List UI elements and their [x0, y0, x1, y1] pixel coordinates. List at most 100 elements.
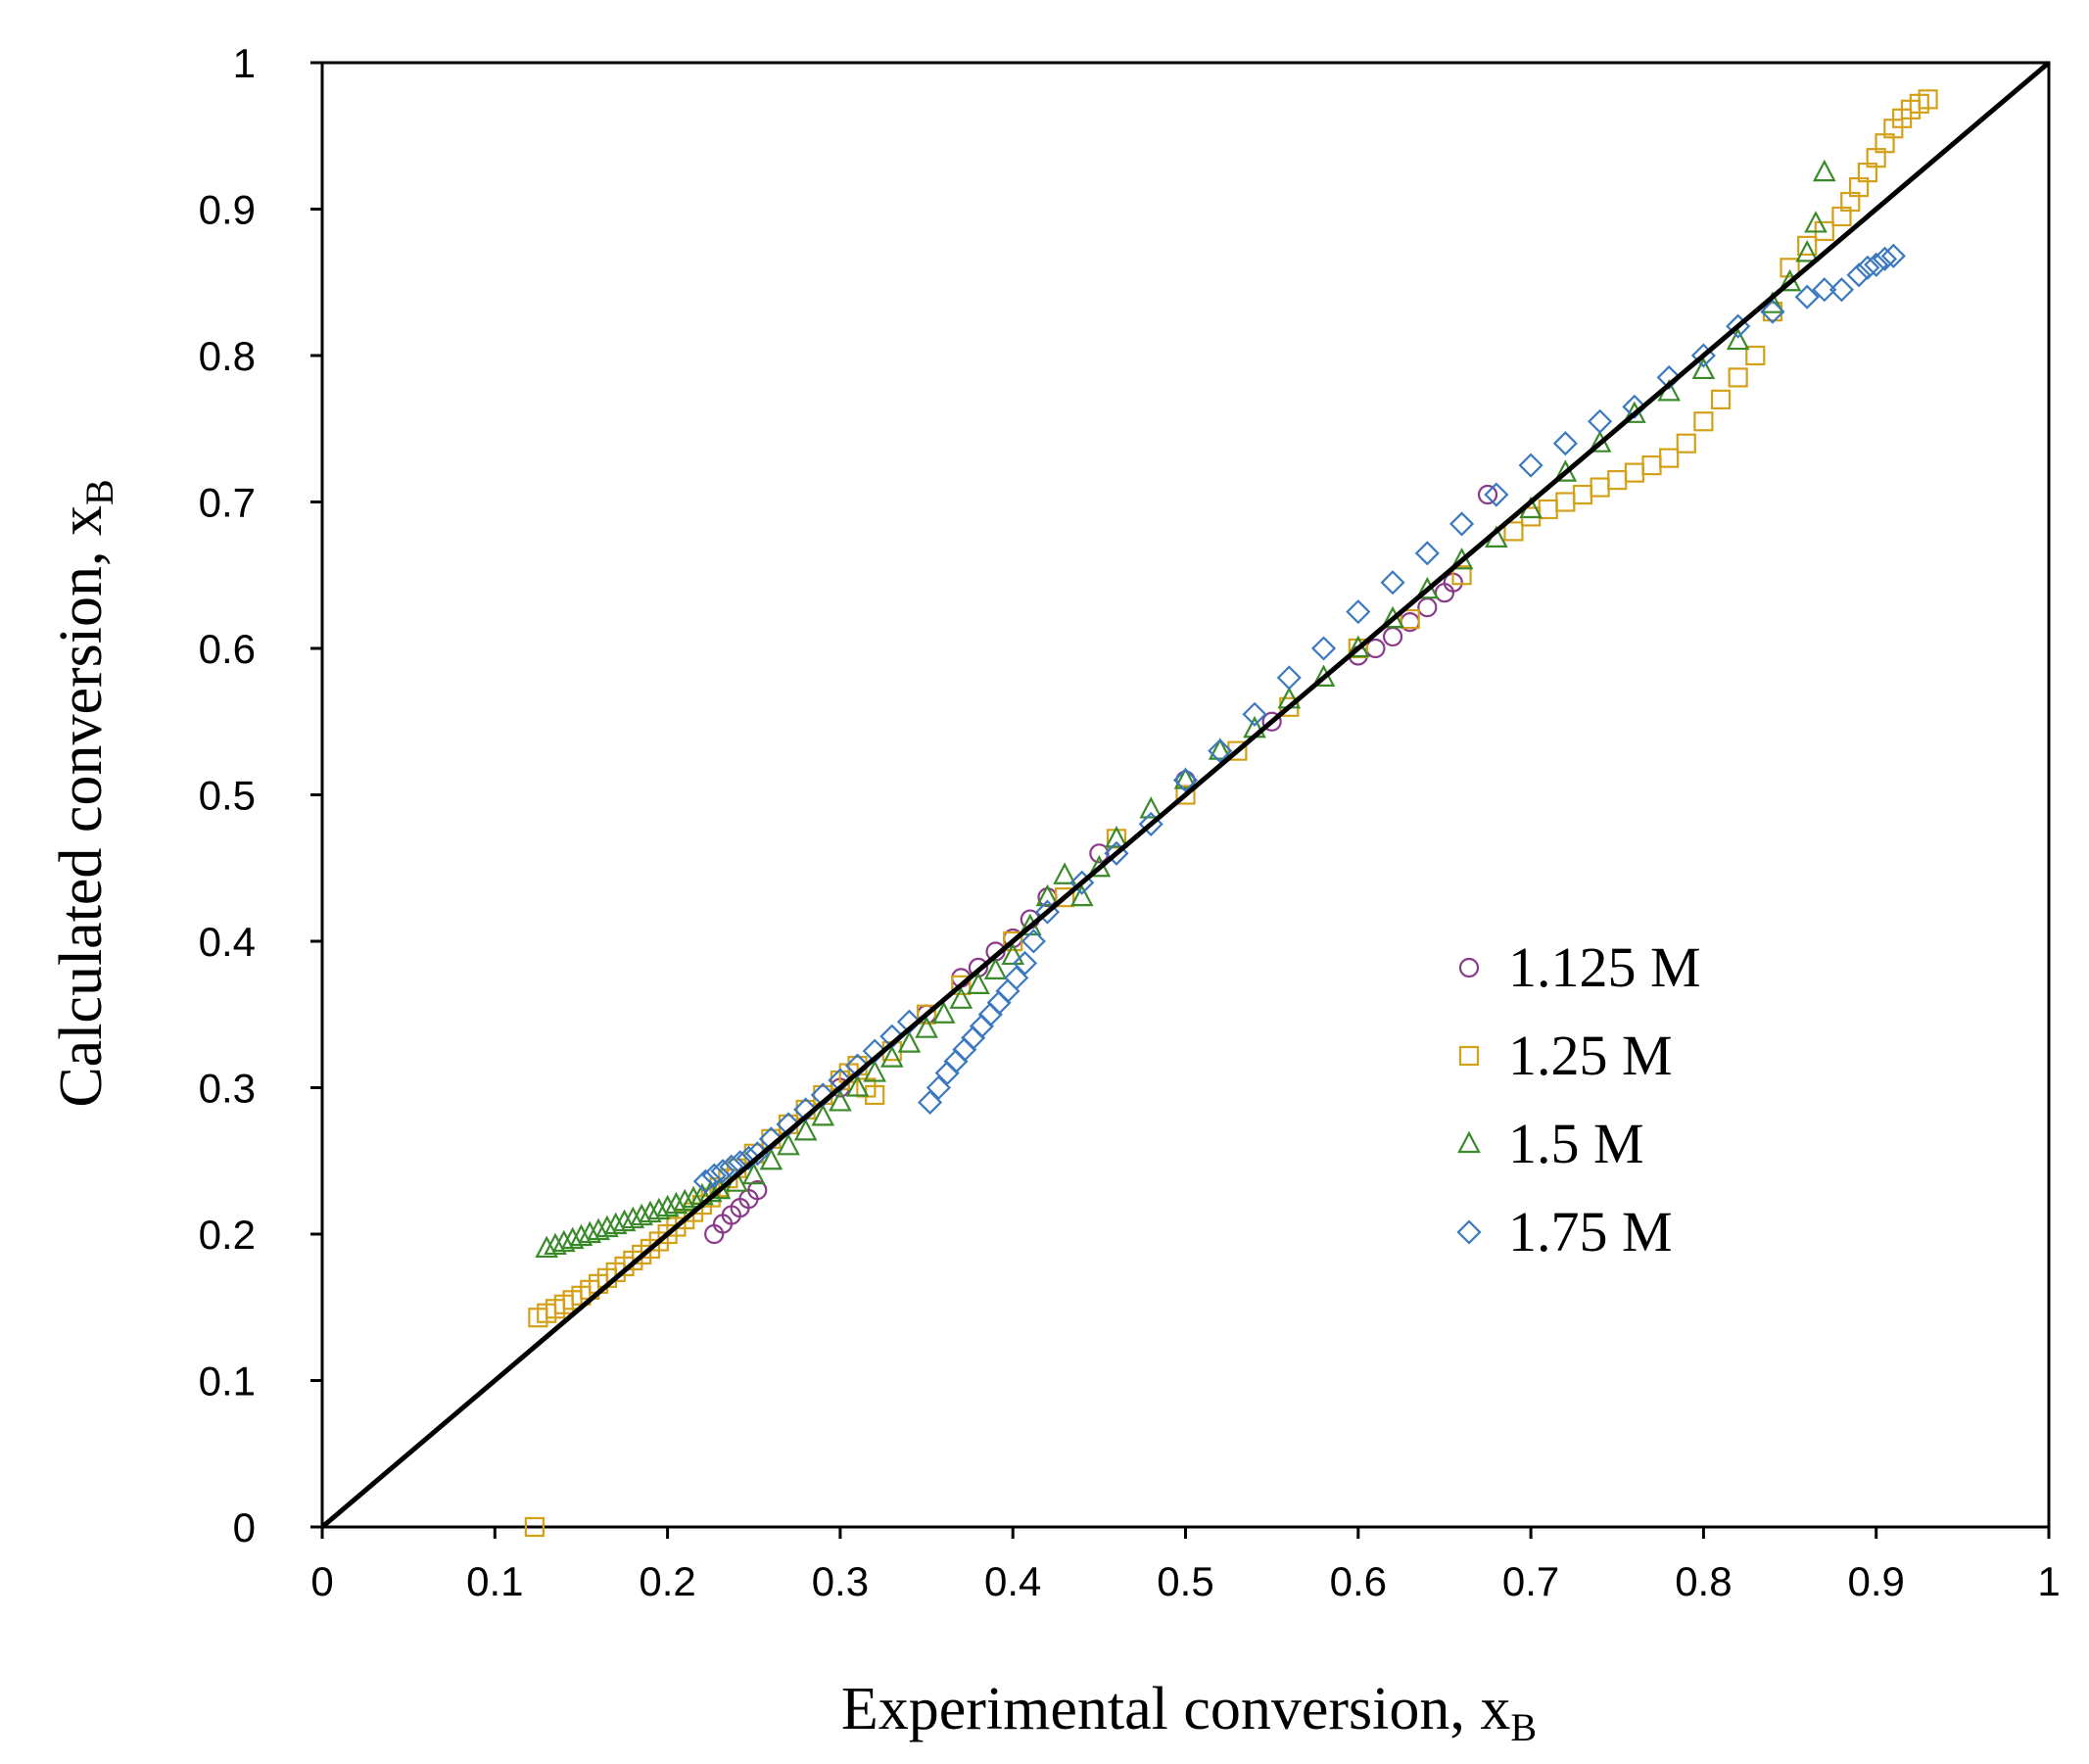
y-axis-ticks: 0 0.1 0.2 0.3 0.4 0.5 0.6 0.7 0.8 0.9 1	[199, 40, 322, 1550]
data-point-triangle	[1105, 825, 1128, 848]
x-tick-label: 0.5	[1157, 1558, 1213, 1604]
data-point-triangle	[639, 1200, 662, 1223]
data-point-square	[1624, 462, 1644, 483]
x-tick-label: 0.3	[812, 1558, 869, 1604]
data-point-triangle	[569, 1223, 593, 1247]
data-point-diamond	[844, 1053, 871, 1078]
data-point-diamond	[1812, 277, 1837, 303]
data-point-triangle	[673, 1188, 697, 1212]
data-point-diamond	[1276, 665, 1302, 691]
data-point-diamond	[1656, 364, 1682, 390]
y-tick-label: 0.1	[199, 1359, 256, 1405]
data-point-triangle	[655, 1194, 680, 1217]
legend-marker-square	[1458, 1045, 1480, 1067]
data-point-square	[1555, 492, 1576, 512]
data-point-square	[1227, 740, 1248, 761]
x-tick-label: 0.1	[466, 1558, 523, 1604]
data-point-diamond	[793, 1097, 819, 1122]
data-point-square	[1659, 448, 1680, 468]
data-point-triangle	[931, 1001, 956, 1024]
legend: 1.125 M 1.25 M 1.5 M 1.75 M	[1456, 935, 1701, 1263]
data-point-triangle	[630, 1203, 653, 1226]
data-point-diamond	[977, 1002, 1003, 1027]
y-tick-label: 0.3	[199, 1066, 256, 1112]
data-point-triangle	[544, 1232, 567, 1256]
data-point-diamond	[1346, 599, 1371, 625]
data-point-diamond	[952, 1037, 977, 1063]
parity-line	[320, 61, 2051, 1529]
data-point-diamond	[1484, 482, 1509, 507]
data-point-triangle	[793, 1118, 818, 1141]
data-point-diamond	[692, 1168, 718, 1194]
y-tick-label: 1	[233, 40, 256, 86]
data-point-square	[1451, 565, 1472, 586]
data-point-diamond	[862, 1038, 887, 1064]
x-tick-label: 0.4	[984, 1558, 1041, 1604]
y-axis-title: Calculated conversion, xB	[48, 479, 121, 1107]
x-tick-label: 0.7	[1502, 1558, 1559, 1604]
data-point-circle	[747, 1180, 768, 1201]
legend-label: 1.75 M	[1508, 1200, 1673, 1263]
legend-label: 1.25 M	[1508, 1024, 1673, 1087]
y-tick-label: 0.2	[199, 1212, 256, 1258]
data-point-diamond	[1855, 255, 1880, 280]
data-point-triangle	[863, 1060, 886, 1082]
data-point-diamond	[943, 1049, 969, 1074]
data-point-diamond	[926, 1074, 951, 1101]
data-point-triangle	[915, 1016, 938, 1038]
data-point-triangle	[1139, 796, 1163, 819]
data-point-triangle	[1795, 239, 1820, 262]
data-point-triangle	[560, 1226, 585, 1250]
legend-item: 1.75 M	[1456, 1200, 1673, 1263]
x-axis-title-subscript: B	[1510, 1705, 1537, 1749]
parity-line-layer	[320, 61, 2051, 1529]
data-point-square	[1728, 367, 1748, 388]
data-point-square	[1745, 345, 1766, 366]
data-point-diamond	[995, 978, 1021, 1004]
data-point-triangle	[578, 1220, 602, 1244]
y-tick-label: 0.8	[199, 333, 256, 379]
data-point-diamond	[1021, 929, 1046, 954]
data-point-diamond	[1828, 277, 1854, 303]
data-point-diamond	[1846, 262, 1872, 288]
data-point-triangle	[587, 1217, 610, 1241]
data-point-square	[1175, 785, 1196, 805]
data-point-square	[1400, 608, 1420, 630]
data-point-diamond	[776, 1112, 801, 1137]
data-point-triangle	[741, 1162, 766, 1185]
data-point-triangle	[1691, 357, 1716, 380]
data-point-triangle	[983, 957, 1008, 980]
x-tick-label: 0.2	[639, 1558, 695, 1604]
data-point-diamond	[1552, 431, 1578, 456]
data-point-square	[1710, 389, 1732, 409]
data-point-diamond	[1242, 701, 1267, 727]
data-point-square	[1572, 484, 1593, 505]
data-point-triangle	[811, 1104, 835, 1126]
y-tick-label: 0.4	[199, 919, 256, 965]
data-point-triangle	[845, 1074, 870, 1097]
y-tick-label: 0.6	[199, 626, 256, 672]
data-point-triangle	[535, 1235, 559, 1259]
x-tick-label: 0.6	[1330, 1558, 1387, 1604]
data-point-square	[916, 1004, 937, 1025]
data-point-diamond	[918, 1089, 943, 1116]
data-point-triangle	[759, 1147, 783, 1170]
data-point-square	[1503, 521, 1524, 542]
legend-item: 1.125 M	[1458, 935, 1701, 999]
data-point-diamond	[1414, 541, 1440, 566]
y-tick-label: 0.7	[199, 480, 256, 526]
data-point-triangle	[603, 1212, 628, 1235]
data-point-triangle	[879, 1045, 904, 1068]
data-point-triangle	[1069, 883, 1094, 907]
data-point-circle	[1261, 711, 1282, 732]
data-point-triangle	[621, 1206, 645, 1229]
legend-marker-triangle	[1457, 1130, 1481, 1154]
data-point-diamond	[758, 1126, 783, 1152]
data-point-diamond	[1864, 252, 1889, 277]
data-point-diamond	[1880, 243, 1906, 268]
data-point-diamond	[1004, 965, 1029, 990]
data-point-square	[1641, 455, 1662, 476]
legend-label: 1.5 M	[1508, 1112, 1644, 1175]
data-point-triangle	[664, 1191, 688, 1215]
